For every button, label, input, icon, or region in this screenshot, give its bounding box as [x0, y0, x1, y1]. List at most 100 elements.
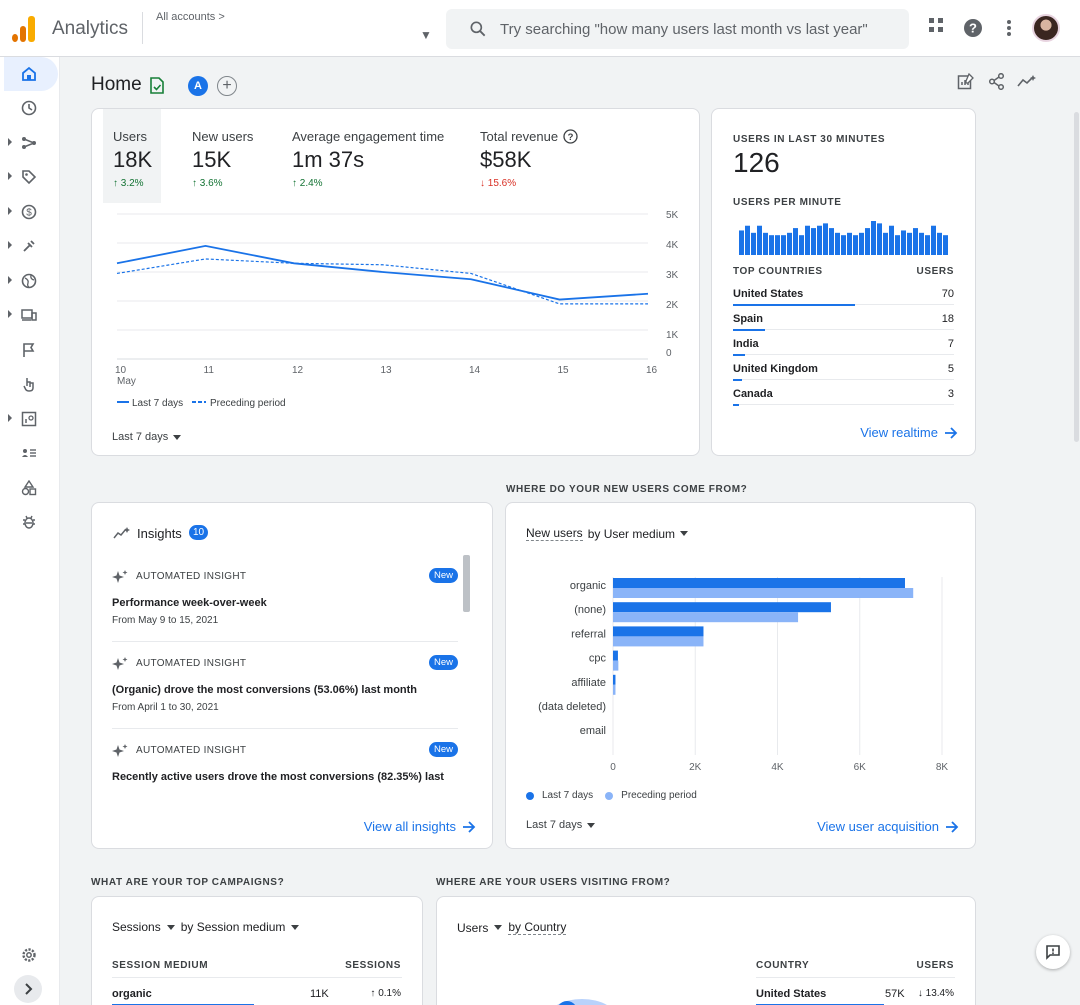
country-row[interactable]: Canada 3 [733, 385, 954, 410]
per-minute-bar[interactable] [925, 235, 930, 255]
per-minute-bar[interactable] [847, 232, 852, 255]
map-region[interactable] [547, 999, 617, 1005]
nav-acquisition[interactable] [0, 160, 60, 194]
metric-total-revenue[interactable]: Total revenue ? $58K ↓ 15.6% [470, 109, 590, 203]
dimension-selector[interactable]: by Session medium [180, 920, 286, 934]
nav-admin[interactable] [0, 938, 60, 972]
insight-item[interactable]: AUTOMATED INSIGHT New Recently active us… [112, 742, 458, 785]
insight-item[interactable]: AUTOMATED INSIGHT New (Organic) drove th… [112, 655, 458, 713]
nav-monetization[interactable]: $ [0, 195, 60, 229]
nav-lifecycle[interactable] [0, 126, 60, 160]
bar-last-7-days[interactable] [613, 650, 618, 661]
map-region[interactable] [555, 1001, 579, 1005]
per-minute-bar[interactable] [835, 232, 840, 255]
account-picker-caret-icon[interactable]: ▼ [420, 28, 432, 42]
per-minute-bar[interactable] [751, 232, 756, 255]
per-minute-bar[interactable] [811, 228, 816, 255]
per-minute-bar[interactable] [853, 235, 858, 255]
search-input[interactable] [500, 9, 900, 49]
metric-selector[interactable]: Sessions [112, 920, 161, 934]
per-minute-bar[interactable] [871, 221, 876, 255]
per-minute-bar[interactable] [805, 225, 810, 255]
nav-engagement[interactable] [0, 229, 60, 263]
nav-demographics[interactable] [0, 264, 60, 298]
per-minute-bar[interactable] [799, 235, 804, 255]
bar-preceding-period[interactable] [613, 588, 914, 598]
per-minute-bar[interactable] [793, 228, 798, 255]
bar-last-7-days[interactable] [613, 626, 704, 637]
metric-avg-engagement[interactable]: Average engagement time 1m 37s ↑ 2.4% [282, 109, 452, 203]
per-minute-bar[interactable] [823, 223, 828, 255]
per-minute-bar[interactable] [901, 230, 906, 255]
customize-report-icon[interactable] [957, 73, 974, 90]
per-minute-bar[interactable] [907, 232, 912, 255]
per-minute-bar[interactable] [757, 225, 762, 255]
per-minute-bar[interactable] [937, 232, 942, 255]
analytics-logo-icon[interactable] [12, 16, 36, 42]
per-minute-bar[interactable] [859, 232, 864, 255]
row-name[interactable]: organic [112, 988, 152, 1000]
bar-preceding-period[interactable] [613, 636, 704, 647]
per-minute-bar[interactable] [775, 235, 780, 255]
insight-item[interactable]: AUTOMATED INSIGHT New Performance week-o… [112, 568, 458, 626]
metric-users[interactable]: Users 18K ↑ 3.2% [103, 109, 161, 203]
bar-preceding-period[interactable] [613, 612, 799, 623]
bar-last-7-days[interactable] [613, 578, 905, 588]
nav-conversions[interactable] [0, 367, 60, 401]
report-verified-icon[interactable] [149, 77, 165, 94]
per-minute-bar[interactable] [781, 235, 786, 255]
per-minute-bar[interactable] [769, 235, 774, 255]
bar-preceding-period[interactable] [613, 660, 619, 671]
nav-configure[interactable] [0, 471, 60, 505]
apps-grid-icon[interactable] [928, 17, 944, 33]
per-minute-bar[interactable] [943, 235, 948, 255]
metric-new-users[interactable]: New users 15K ↑ 3.6% [182, 109, 272, 203]
country-row[interactable]: United States 70 [733, 285, 954, 310]
per-minute-bar[interactable] [877, 223, 882, 255]
country-row[interactable]: Spain 18 [733, 310, 954, 335]
nav-tech[interactable] [0, 298, 60, 332]
metric-selector[interactable]: Users [457, 920, 489, 935]
bar-preceding-period[interactable] [613, 684, 616, 695]
per-minute-bar[interactable] [883, 232, 888, 255]
per-minute-bar[interactable] [913, 228, 918, 255]
date-range-dropdown[interactable]: Last 7 days [112, 431, 182, 443]
acquisition-dimension-dropdown[interactable]: New users by User medium [526, 526, 689, 541]
search-box[interactable] [446, 9, 909, 49]
caret-down-icon[interactable] [166, 924, 175, 930]
nav-explore[interactable] [0, 402, 60, 436]
metric-selector[interactable]: New users [526, 526, 583, 541]
per-minute-bar[interactable] [763, 232, 768, 255]
bar-last-7-days[interactable] [613, 602, 831, 613]
dimension-selector[interactable]: by Country [508, 920, 567, 935]
per-minute-bar[interactable] [889, 225, 894, 255]
per-minute-bar[interactable] [865, 228, 870, 255]
user-avatar[interactable] [1032, 14, 1060, 42]
bar-last-7-days[interactable] [613, 674, 616, 685]
per-minute-bar[interactable] [829, 228, 834, 255]
nav-home[interactable] [4, 57, 58, 91]
add-comparison-button[interactable]: + [217, 76, 237, 96]
caret-down-icon[interactable] [291, 924, 300, 930]
nav-audiences[interactable] [0, 436, 60, 470]
per-minute-bar[interactable] [919, 232, 924, 255]
country-row[interactable]: United Kingdom 5 [733, 360, 954, 385]
per-minute-bar[interactable] [841, 235, 846, 255]
view-realtime-link[interactable]: View realtime [860, 425, 958, 440]
date-range-dropdown[interactable]: Last 7 days [526, 819, 596, 831]
page-scrollbar[interactable] [1074, 112, 1079, 442]
nav-debug[interactable] [0, 505, 60, 539]
view-all-insights-link[interactable]: View all insights [364, 819, 476, 834]
nav-events[interactable] [0, 333, 60, 367]
per-minute-bar[interactable] [931, 225, 936, 255]
per-minute-bar[interactable] [895, 235, 900, 255]
comparison-badge[interactable]: A [188, 76, 208, 96]
insights-sparkline-icon[interactable] [1017, 74, 1037, 88]
caret-down-icon[interactable] [494, 925, 503, 930]
more-vert-icon[interactable] [1006, 19, 1012, 37]
help-icon[interactable]: ? [963, 18, 983, 38]
per-minute-bar[interactable] [787, 232, 792, 255]
row-name[interactable]: United States [756, 988, 827, 1000]
feedback-button[interactable] [1036, 935, 1070, 969]
view-user-acquisition-link[interactable]: View user acquisition [817, 819, 959, 834]
